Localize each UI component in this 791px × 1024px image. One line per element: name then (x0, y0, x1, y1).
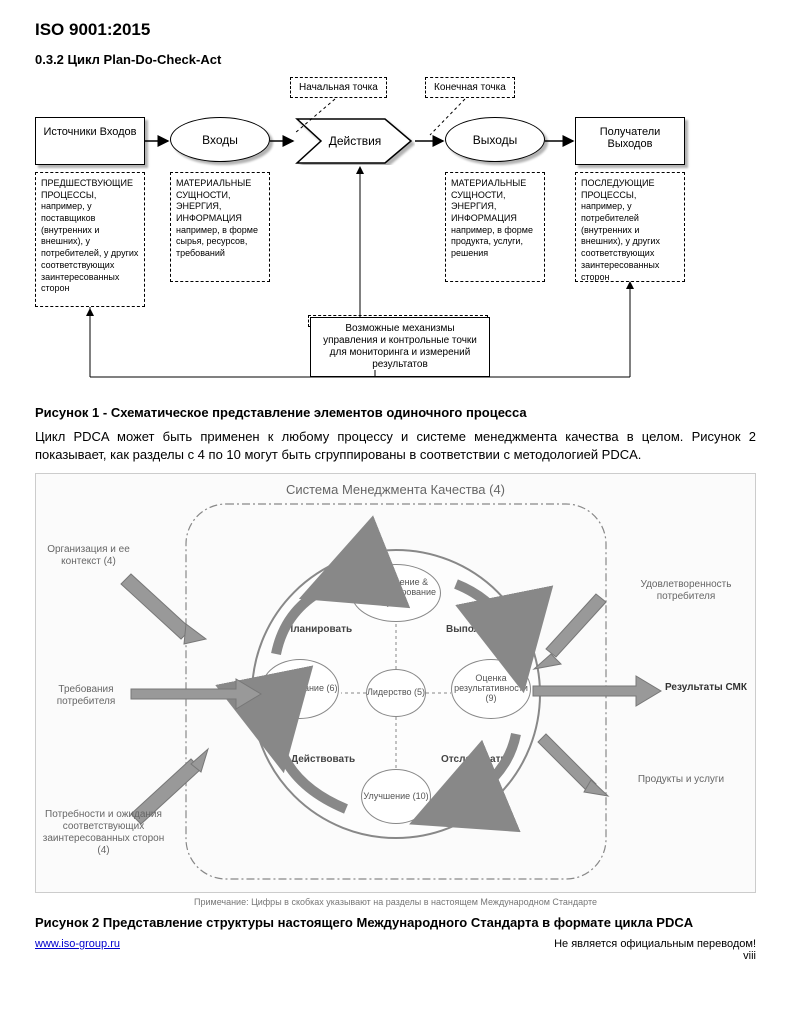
outputs-ellipse: Выходы (445, 117, 545, 162)
figure-1-caption: Рисунок 1 - Схематическое представление … (35, 405, 756, 420)
label-plan: Планировать (286, 624, 352, 635)
node-leadership: Лидерство (5) (366, 669, 426, 717)
ext-customer-req: Требования потребителя (41, 684, 131, 708)
node-support: Обеспечение & Функционирование (7, 8) (351, 564, 441, 622)
label-check: Отслеживать (441, 754, 507, 765)
node-improvement: Улучшение (10) (361, 769, 431, 824)
label-act: Действовать (291, 754, 355, 765)
sources-title: Источники Входов (35, 117, 145, 165)
ext-stakeholder-needs: Потребности и ожидания соответствующих з… (41, 809, 166, 857)
pdca-paragraph: Цикл PDCA может быть применен к любому п… (35, 428, 756, 463)
inputs-ellipse: Входы (170, 117, 270, 162)
ext-satisfaction: Удовлетворенность потребителя (631, 579, 741, 603)
actions-label: Действия (329, 134, 382, 148)
node-evaluation: Оценка результативности (9) (451, 659, 531, 719)
outputs-body: МАТЕРИАЛЬНЫЕ СУЩНОСТИ, ЭНЕРГИЯ, ИНФОРМАЦ… (445, 172, 545, 282)
footer-disclaimer: Не является официальным переводом! (554, 938, 756, 950)
figure-2-title: Система Менеджмента Качества (4) (286, 482, 505, 497)
sources-body: ПРЕДШЕСТВУЮЩИЕ ПРОЦЕССЫ, например, у пос… (35, 172, 145, 307)
section-title: 0.3.2 Цикл Plan-Do-Check-Act (35, 52, 756, 67)
figure-2: Система Менеджмента Качества (4) Обеспеч… (35, 473, 756, 893)
actions-chevron: Действия (295, 117, 415, 168)
figure-1: Начальная точка Конечная точка Источники… (35, 77, 756, 397)
start-point-box: Начальная точка (290, 77, 387, 98)
figure-2-caption: Рисунок 2 Представление структуры настоя… (35, 915, 756, 930)
footer-url-link[interactable]: www.iso-group.ru (35, 938, 120, 950)
page-footer: www.iso-group.ru Не является официальным… (35, 938, 756, 950)
page-number: viii (35, 950, 756, 962)
figure-2-note: Примечание: Цифры в скобках указывают на… (35, 897, 756, 907)
label-do: Выполнять (446, 624, 503, 635)
end-point-box: Конечная точка (425, 77, 515, 98)
mechanism-box: Возможные механизмы управления и контрол… (310, 317, 490, 377)
standard-title: ISO 9001:2015 (35, 20, 756, 40)
ext-org-context: Организация и ее контекст (4) (41, 544, 136, 568)
inputs-body: МАТЕРИАЛЬНЫЕ СУЩНОСТИ, ЭНЕРГИЯ, ИНФОРМАЦ… (170, 172, 270, 282)
recipients-title: Получатели Выходов (575, 117, 685, 165)
ext-products: Продукты и услуги (626, 774, 736, 786)
recipients-body: ПОСЛЕДУЮЩИЕ ПРОЦЕССЫ, например, у потреб… (575, 172, 685, 282)
ext-qms-results: Результаты СМК (661, 682, 751, 694)
node-planning: Планирование (6) (261, 659, 339, 719)
